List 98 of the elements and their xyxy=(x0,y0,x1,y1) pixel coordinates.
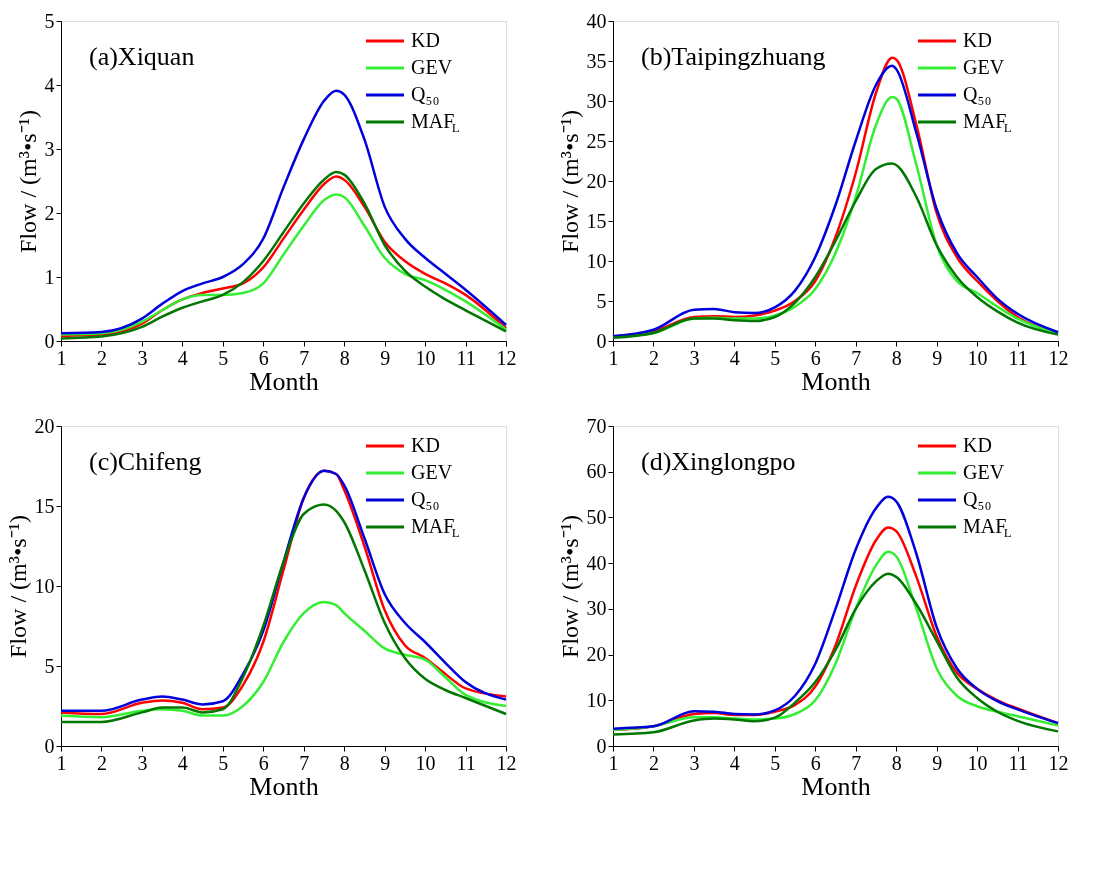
x-tick-label: 6 xyxy=(258,751,269,774)
x-tick-label: 5 xyxy=(218,751,229,774)
y-tick-label: 5 xyxy=(596,289,607,312)
y-tick-label: 40 xyxy=(586,551,607,574)
y-tick-label: 35 xyxy=(586,49,607,72)
legend-label: KD xyxy=(963,29,992,51)
y-axis-title: Flow / (m³•s⁻¹) xyxy=(14,110,41,253)
y-tick-label: 5 xyxy=(44,654,55,677)
x-tick-label: 8 xyxy=(339,346,350,369)
y-tick-label: 20 xyxy=(34,414,55,437)
legend-label: Q₅₀ xyxy=(411,488,440,510)
y-axis-title: Flow / (m³•s⁻¹) xyxy=(556,110,583,253)
x-tick-label: 8 xyxy=(891,346,902,369)
y-tick-label: 0 xyxy=(596,734,607,757)
x-tick-label: 7 xyxy=(851,346,862,369)
x-tick-label: 3 xyxy=(689,346,700,369)
legend-label: GEV xyxy=(963,56,1005,78)
y-tick-label: 1 xyxy=(44,265,55,288)
y-tick-label: 2 xyxy=(44,201,55,224)
x-tick-label: 4 xyxy=(729,751,740,774)
y-tick-label: 4 xyxy=(44,73,55,96)
y-axis-title: Flow / (m³•s⁻¹) xyxy=(556,515,583,658)
y-tick-label: 3 xyxy=(44,137,55,160)
text: (d)Xinglongpo xyxy=(641,447,796,476)
x-tick-label: 7 xyxy=(851,751,862,774)
x-tick-label: 9 xyxy=(380,346,391,369)
y-axis-title: Flow / (m³•s⁻¹) xyxy=(4,515,31,658)
x-axis-title: Month xyxy=(249,366,319,396)
x-tick-label: 9 xyxy=(932,346,943,369)
line-series xyxy=(59,600,508,719)
y-tick-label: 0 xyxy=(44,329,55,352)
x-tick-label: 12 xyxy=(496,751,517,774)
x-tick-label: 7 xyxy=(299,751,310,774)
x-tick-label: 11 xyxy=(456,751,476,774)
x-tick-label: 6 xyxy=(258,346,269,369)
line-series xyxy=(59,89,508,335)
x-tick-label: 2 xyxy=(96,751,107,774)
y-tick-label: 70 xyxy=(586,414,607,437)
x-tick-label: 9 xyxy=(932,751,943,774)
y-tick-label: 5 xyxy=(44,9,55,32)
x-axis-title: Month xyxy=(801,771,871,801)
y-tick-label: 60 xyxy=(586,460,607,483)
y-tick-label: 20 xyxy=(586,169,607,192)
text: (a)Xiquan xyxy=(89,42,195,71)
y-tick-label: 10 xyxy=(586,249,607,272)
x-tick-label: 2 xyxy=(648,751,659,774)
x-tick-label: 12 xyxy=(1048,346,1069,369)
text: (c)Chifeng xyxy=(89,447,202,476)
x-tick-label: 10 xyxy=(967,346,988,369)
y-tick-label: 15 xyxy=(34,494,55,517)
x-tick-label: 9 xyxy=(380,751,391,774)
x-tick-label: 4 xyxy=(177,751,188,774)
x-tick-label: 3 xyxy=(137,751,148,774)
x-tick-label: 12 xyxy=(496,346,517,369)
x-tick-label: 11 xyxy=(1008,751,1028,774)
y-tick-label: 20 xyxy=(586,643,607,666)
x-tick-label: 10 xyxy=(415,346,436,369)
x-tick-label: 5 xyxy=(770,346,781,369)
y-tick-label: 25 xyxy=(586,129,607,152)
x-tick-label: 3 xyxy=(137,346,148,369)
y-tick-label: 0 xyxy=(44,734,55,757)
legend-label: KD xyxy=(411,434,440,456)
legend-label: Q₅₀ xyxy=(963,83,992,105)
x-tick-label: 12 xyxy=(1048,751,1069,774)
y-tick-label: 30 xyxy=(586,89,607,112)
x-tick-label: 4 xyxy=(729,346,740,369)
x-tick-label: 6 xyxy=(810,751,821,774)
legend-label: GEV xyxy=(963,461,1005,483)
y-tick-label: 50 xyxy=(586,505,607,528)
x-tick-label: 5 xyxy=(770,751,781,774)
text: (b)Taipingzhuang xyxy=(641,42,826,71)
y-tick-label: 40 xyxy=(586,9,607,32)
y-tick-label: 10 xyxy=(34,574,55,597)
x-tick-label: 8 xyxy=(891,751,902,774)
x-tick-label: 10 xyxy=(967,751,988,774)
y-tick-label: 10 xyxy=(586,688,607,711)
x-tick-label: 2 xyxy=(648,346,659,369)
x-tick-label: 7 xyxy=(299,346,310,369)
x-tick-label: 2 xyxy=(96,346,107,369)
legend-label: GEV xyxy=(411,56,453,78)
x-tick-label: 11 xyxy=(456,346,476,369)
legend-label: GEV xyxy=(411,461,453,483)
x-tick-label: 6 xyxy=(810,346,821,369)
x-tick-label: 4 xyxy=(177,346,188,369)
y-tick-label: 15 xyxy=(586,209,607,232)
x-tick-label: 5 xyxy=(218,346,229,369)
legend-label: Q₅₀ xyxy=(411,83,440,105)
x-axis-title: Month xyxy=(801,366,871,396)
legend-label: KD xyxy=(411,29,440,51)
x-tick-label: 3 xyxy=(689,751,700,774)
y-tick-label: 0 xyxy=(596,329,607,352)
legend-label: Q₅₀ xyxy=(963,488,992,510)
x-tick-label: 10 xyxy=(415,751,436,774)
legend-label: KD xyxy=(963,434,992,456)
y-tick-label: 30 xyxy=(586,597,607,620)
x-tick-label: 11 xyxy=(1008,346,1028,369)
x-axis-title: Month xyxy=(249,771,319,801)
x-tick-label: 8 xyxy=(339,751,350,774)
